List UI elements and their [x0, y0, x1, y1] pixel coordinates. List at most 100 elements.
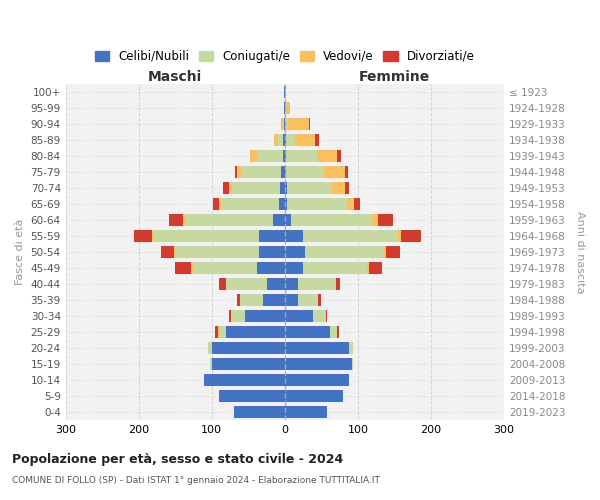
Bar: [285, 166, 286, 178]
Bar: [219, 390, 285, 402]
Bar: [259, 230, 285, 242]
Bar: [337, 150, 341, 162]
Bar: [317, 150, 337, 162]
Bar: [285, 358, 352, 370]
Bar: [134, 230, 152, 242]
Bar: [285, 86, 286, 99]
Bar: [286, 150, 317, 162]
Bar: [257, 262, 285, 274]
Bar: [284, 118, 285, 130]
Bar: [245, 310, 285, 322]
Bar: [175, 246, 259, 258]
Bar: [281, 118, 283, 130]
Bar: [298, 278, 336, 290]
Bar: [279, 198, 285, 210]
Bar: [284, 86, 285, 99]
Bar: [278, 134, 283, 146]
Bar: [332, 182, 346, 194]
Bar: [349, 342, 353, 354]
Bar: [367, 262, 369, 274]
Bar: [285, 374, 349, 386]
Bar: [303, 230, 398, 242]
Bar: [215, 326, 218, 338]
Bar: [313, 310, 326, 322]
Bar: [274, 134, 278, 146]
Bar: [285, 134, 286, 146]
Bar: [347, 198, 354, 210]
Bar: [336, 278, 340, 290]
Bar: [233, 406, 285, 418]
Bar: [305, 246, 384, 258]
Bar: [226, 326, 285, 338]
Bar: [285, 342, 349, 354]
Bar: [309, 118, 310, 130]
Bar: [232, 182, 280, 194]
Bar: [285, 182, 287, 194]
Y-axis label: Anni di nascita: Anni di nascita: [575, 211, 585, 294]
Bar: [281, 166, 285, 178]
Bar: [319, 294, 320, 306]
Text: Maschi: Maschi: [148, 70, 202, 84]
Bar: [161, 246, 174, 258]
Text: Femmine: Femmine: [359, 70, 430, 84]
Bar: [326, 310, 327, 322]
Bar: [250, 150, 258, 162]
Bar: [266, 278, 285, 290]
Bar: [221, 198, 279, 210]
Bar: [154, 230, 259, 242]
Bar: [285, 326, 330, 338]
Bar: [229, 182, 232, 194]
Bar: [384, 246, 386, 258]
Bar: [219, 326, 226, 338]
Bar: [169, 214, 183, 226]
Text: COMUNE DI FOLLO (SP) - Dati ISTAT 1° gennaio 2024 - Elaborazione TUTTITALIA.IT: COMUNE DI FOLLO (SP) - Dati ISTAT 1° gen…: [12, 476, 380, 485]
Bar: [219, 278, 226, 290]
Bar: [175, 262, 191, 274]
Bar: [280, 182, 285, 194]
Bar: [284, 102, 285, 115]
Bar: [285, 214, 290, 226]
Bar: [239, 294, 263, 306]
Bar: [285, 246, 305, 258]
Bar: [285, 278, 298, 290]
Bar: [285, 118, 289, 130]
Bar: [193, 262, 257, 274]
Bar: [241, 166, 281, 178]
Bar: [285, 406, 327, 418]
Bar: [258, 150, 283, 162]
Bar: [287, 182, 332, 194]
Bar: [369, 262, 382, 274]
Bar: [330, 326, 337, 338]
Bar: [379, 214, 393, 226]
Bar: [238, 294, 239, 306]
Bar: [285, 150, 286, 162]
Bar: [152, 230, 154, 242]
Bar: [287, 198, 347, 210]
Legend: Celibi/Nubili, Coniugati/e, Vedovi/e, Divorziati/e: Celibi/Nubili, Coniugati/e, Vedovi/e, Di…: [91, 46, 478, 66]
Bar: [210, 358, 212, 370]
Bar: [352, 358, 353, 370]
Bar: [337, 326, 339, 338]
Bar: [286, 166, 324, 178]
Bar: [235, 166, 238, 178]
Bar: [283, 118, 284, 130]
Bar: [229, 310, 232, 322]
Bar: [263, 294, 285, 306]
Y-axis label: Fasce di età: Fasce di età: [15, 219, 25, 286]
Bar: [286, 134, 295, 146]
Bar: [285, 230, 303, 242]
Bar: [398, 230, 401, 242]
Bar: [219, 198, 221, 210]
Bar: [316, 134, 319, 146]
Bar: [290, 214, 373, 226]
Bar: [218, 326, 219, 338]
Bar: [259, 246, 285, 258]
Bar: [324, 166, 345, 178]
Bar: [226, 278, 266, 290]
Bar: [205, 374, 285, 386]
Bar: [345, 166, 349, 178]
Bar: [174, 246, 175, 258]
Bar: [213, 198, 219, 210]
Bar: [283, 150, 285, 162]
Bar: [346, 182, 349, 194]
